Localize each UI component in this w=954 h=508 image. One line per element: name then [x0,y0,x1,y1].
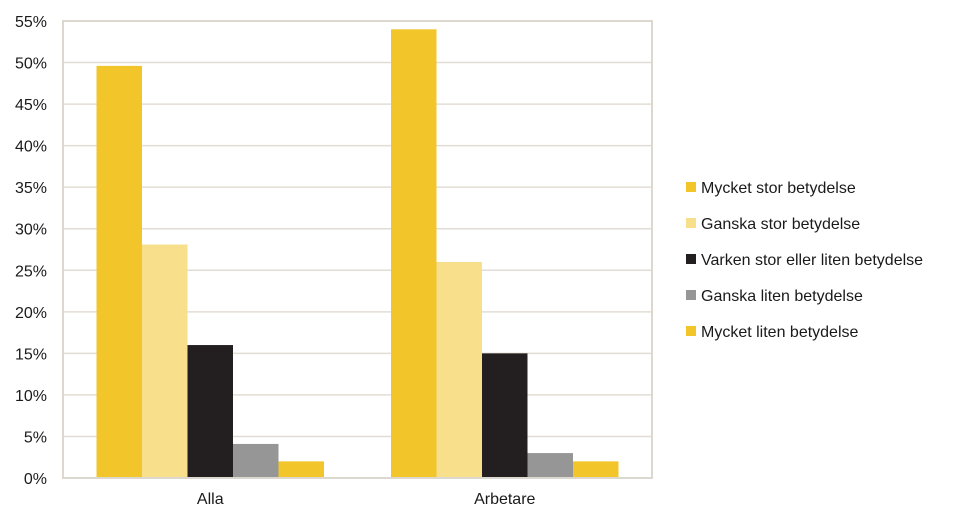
legend-label: Ganska stor betydelse [701,216,860,233]
y-tick-label: 45% [15,97,47,114]
legend-label: Mycket liten betydelse [701,324,859,341]
x-axis-tick-labels: Alla Arbetare [197,491,536,508]
x-tick-label: Arbetare [474,491,535,508]
y-tick-label: 10% [15,388,47,405]
bar [187,345,233,478]
legend-swatch [686,254,696,264]
y-tick-label: 15% [15,346,47,363]
y-tick-label: 35% [15,180,47,197]
y-axis-tick-labels: 0% 5% 10% 15% 20% 25% 30% 35% 40% 45% 50% 55% [15,14,47,488]
legend-label: Ganska liten betydelse [701,288,863,305]
bar [278,461,324,478]
legend-swatch [686,290,696,300]
bar [482,353,528,478]
legend-swatch [686,218,696,228]
bar [573,461,619,478]
y-tick-label: 20% [15,305,47,322]
bar [391,29,437,479]
y-tick-label: 40% [15,139,47,156]
y-tick-label: 55% [15,14,47,31]
bar [436,261,482,478]
bar [96,65,142,479]
legend-label: Mycket stor betydelse [701,180,856,197]
y-tick-label: 25% [15,263,47,280]
y-tick-label: 5% [24,429,47,446]
legend: Mycket stor betydelse Ganska stor betydel… [686,180,923,341]
bars [96,29,619,479]
plot-area-border [62,20,653,479]
legend-swatch [686,182,696,192]
legend-swatch [686,326,696,336]
y-tick-label: 30% [15,222,47,239]
x-tick-label: Alla [197,491,224,508]
bar [142,244,188,478]
bar [527,453,573,478]
y-tick-label: 0% [24,471,47,488]
y-tick-label: 50% [15,56,47,73]
legend-label: Varken stor eller liten betydelse [701,252,923,269]
bar [233,443,279,478]
